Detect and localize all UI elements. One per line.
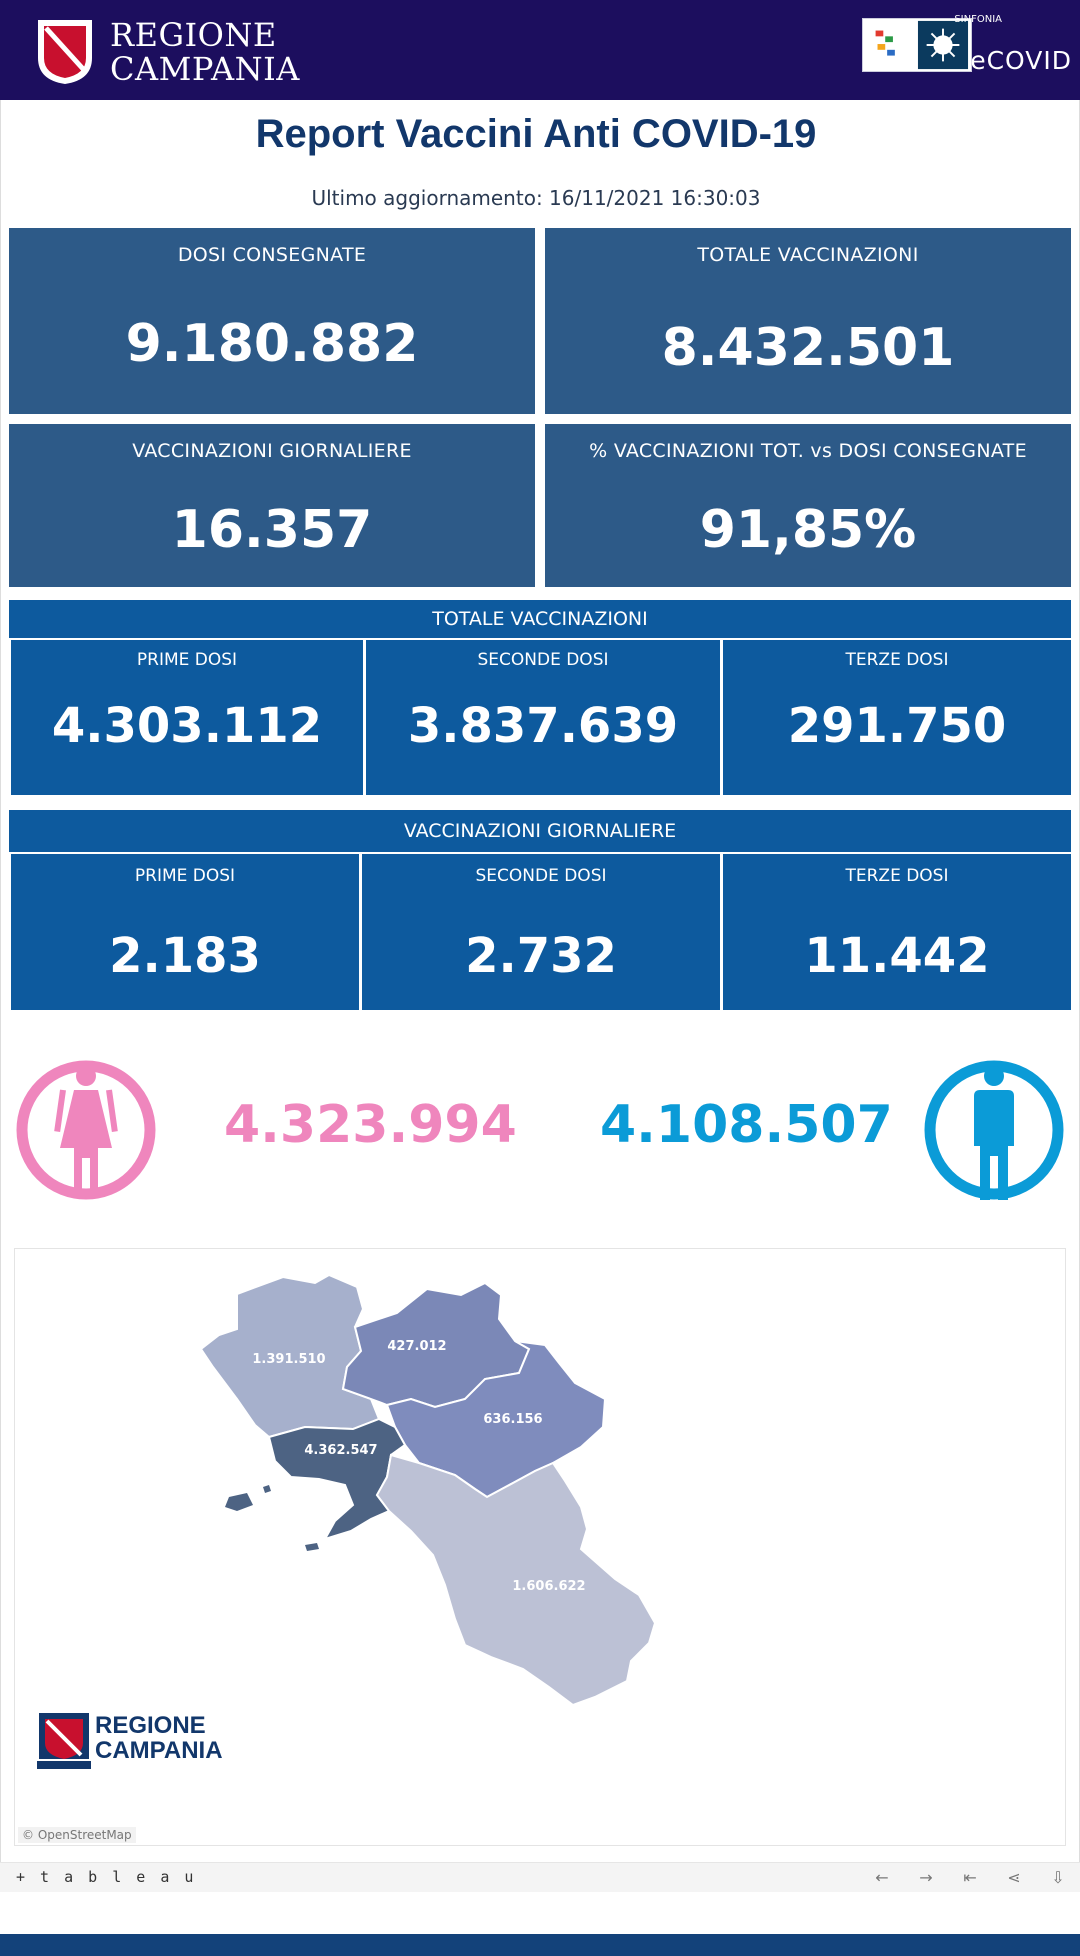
female-vaccinations: 4.323.994	[224, 1095, 517, 1155]
giornaliere-seconde-dosi: SECONDE DOSI 2.732	[362, 854, 720, 1010]
island-procida[interactable]	[263, 1485, 271, 1493]
island-capri[interactable]	[305, 1543, 319, 1551]
giornaliere-terze-dosi: TERZE DOSI 11.442	[723, 854, 1071, 1010]
revert-icon[interactable]: ⇤	[963, 1868, 977, 1887]
ecovid-label: eCOVID	[970, 46, 1072, 75]
totale-prime-dosi: PRIME DOSI 4.303.112	[11, 640, 363, 795]
vaccination-map[interactable]: 1.391.510 427.012 636.156 4.362.547 1.60…	[14, 1248, 1066, 1846]
map-logo-text: REGIONE CAMPANIA	[95, 1713, 223, 1763]
brand-line1: REGIONE	[110, 16, 277, 54]
female-icon	[16, 1060, 156, 1200]
campania-map[interactable]: 1.391.510 427.012 636.156 4.362.547 1.60…	[15, 1249, 1065, 1845]
osm-attribution[interactable]: © OpenStreetMap	[18, 1827, 136, 1843]
kpi-value: 9.180.882	[125, 314, 419, 374]
giornaliere-section-header: VACCINAZIONI GIORNALIERE	[9, 810, 1071, 852]
kpi-label: TOTALE VACCINAZIONI	[697, 244, 919, 266]
top-header: REGIONE CAMPANIA SINFONIA eCOVID	[0, 0, 1080, 100]
cell-value: 11.442	[804, 928, 990, 984]
cell-value: 291.750	[787, 698, 1007, 754]
regione-campania-map-logo: REGIONE CAMPANIA	[37, 1711, 237, 1775]
share-icon[interactable]: ⋖	[1007, 1868, 1021, 1887]
kpi-label: DOSI CONSEGNATE	[177, 244, 367, 266]
ecovid-brand: SINFONIA eCOVID	[862, 14, 1072, 86]
sinfonia-label: SINFONIA	[954, 14, 1002, 25]
map-logo-line2: CAMPANIA	[95, 1737, 223, 1764]
download-icon[interactable]: ⇩	[1051, 1868, 1065, 1887]
brand-text: REGIONE CAMPANIA	[110, 18, 300, 86]
kpi-totale-vaccinazioni: TOTALE VACCINAZIONI 8.432.501	[545, 228, 1071, 414]
footer-strip	[0, 1934, 1080, 1956]
cell-value: 4.303.112	[51, 698, 323, 754]
island-ischia[interactable]	[225, 1493, 253, 1511]
male-vaccinations: 4.108.507	[600, 1095, 893, 1155]
male-icon	[924, 1060, 1064, 1200]
kpi-vaccinazioni-giornaliere: VACCINAZIONI GIORNALIERE 16.357	[9, 424, 535, 587]
province-label: 1.606.622	[512, 1579, 585, 1594]
province-label: 636.156	[483, 1412, 542, 1427]
regione-shield-icon	[37, 1713, 91, 1769]
cell-label: PRIME DOSI	[136, 650, 238, 670]
redo-icon[interactable]: →	[919, 1868, 933, 1887]
kpi-label: % VACCINAZIONI TOT. vs DOSI CONSEGNATE	[589, 440, 1027, 462]
province-napoli[interactable]	[267, 1417, 407, 1541]
brand-line2: CAMPANIA	[110, 50, 300, 88]
kpi-value: 91,85%	[699, 500, 917, 560]
map-logo-line1: REGIONE	[95, 1712, 206, 1739]
cell-value: 2.183	[109, 928, 261, 984]
totale-section-header: TOTALE VACCINAZIONI	[9, 600, 1071, 638]
page-title: Report Vaccini Anti COVID-19	[255, 112, 817, 156]
cell-value: 3.837.639	[407, 698, 679, 754]
regione-campania-brand: REGIONE CAMPANIA	[36, 18, 300, 86]
cell-label: PRIME DOSI	[134, 866, 236, 886]
undo-icon[interactable]: ←	[875, 1868, 889, 1887]
cell-value: 2.732	[465, 928, 617, 984]
kpi-dosi-consegnate: DOSI CONSEGNATE 9.180.882	[9, 228, 535, 414]
totale-seconde-dosi: SECONDE DOSI 3.837.639	[366, 640, 720, 795]
cell-label: SECONDE DOSI	[475, 866, 607, 886]
cell-label: SECONDE DOSI	[477, 650, 609, 670]
cell-label: TERZE DOSI	[845, 650, 949, 670]
kpi-value: 16.357	[171, 500, 373, 560]
province-salerno[interactable]	[375, 1453, 657, 1707]
sinfonia-logo-icon	[862, 18, 972, 72]
kpi-value: 8.432.501	[661, 318, 955, 378]
cell-label: TERZE DOSI	[845, 866, 949, 886]
regione-shield-icon	[38, 20, 92, 84]
totale-terze-dosi: TERZE DOSI 291.750	[723, 640, 1071, 795]
tableau-logo[interactable]: + t a b l e a u	[16, 1868, 197, 1886]
province-caserta[interactable]	[199, 1273, 381, 1439]
giornaliere-prime-dosi: PRIME DOSI 2.183	[11, 854, 359, 1010]
tableau-toolbar: + t a b l e a u ← → ⇤ ⋖ ⇩	[0, 1862, 1080, 1892]
last-updated: Ultimo aggiornamento: 16/11/2021 16:30:0…	[311, 186, 761, 210]
province-label: 427.012	[387, 1339, 446, 1354]
kpi-percentuale: % VACCINAZIONI TOT. vs DOSI CONSEGNATE 9…	[545, 424, 1071, 587]
province-label: 1.391.510	[252, 1352, 325, 1367]
province-label: 4.362.547	[304, 1443, 377, 1458]
kpi-label: VACCINAZIONI GIORNALIERE	[132, 440, 412, 462]
